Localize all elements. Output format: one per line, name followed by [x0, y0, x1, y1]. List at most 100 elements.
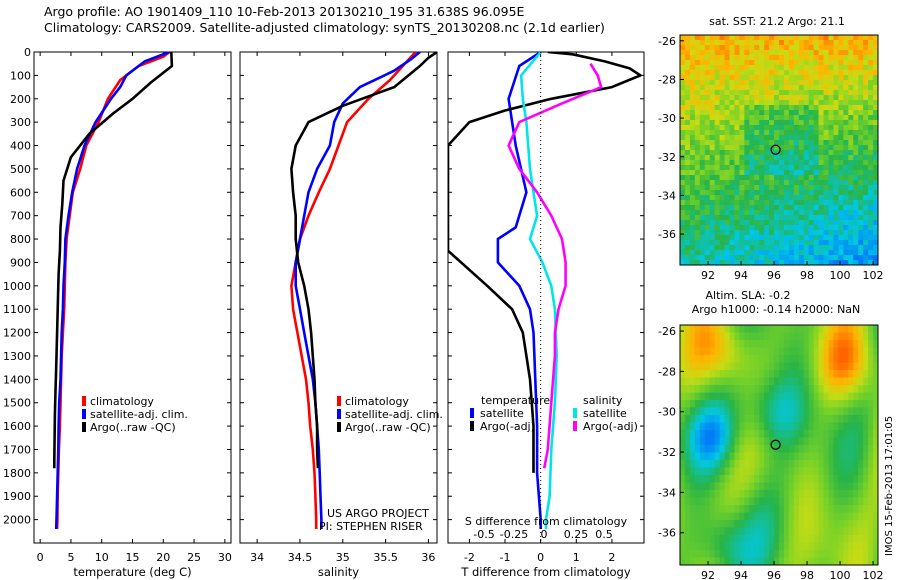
y-tick-label: 1300 [3, 350, 31, 363]
y-tick-label: 1700 [3, 443, 31, 456]
x-tick-label: 34.5 [288, 551, 313, 564]
project-annotation: US ARGO PROJECT [327, 507, 429, 520]
map-x-tick-label: 98 [800, 269, 814, 282]
x2-tick-label: -0.25 [500, 528, 528, 541]
y-tick-label: 100 [10, 69, 31, 82]
y-tick-label: 1800 [3, 467, 31, 480]
map-x-tick-label: 96 [767, 269, 781, 282]
map-x-tick-label: 100 [830, 269, 851, 282]
timestamp-label: IMOS 15-Feb-2013 17:01:05 [884, 415, 895, 556]
sla-map-title: Altim. SLA: -0.2 [705, 289, 790, 302]
y-tick-label: 700 [10, 210, 31, 223]
map-x-tick-label: 102 [863, 569, 884, 580]
plot-frame [239, 51, 438, 544]
legend-title-salinity: salinity [583, 394, 623, 407]
figure-title-line2: Climatology: CARS2009. Satellite-adjuste… [44, 20, 605, 35]
x2-tick-label: -0.5 [473, 528, 494, 541]
y-tick-label: 500 [10, 163, 31, 176]
map-x-tick-label: 100 [830, 569, 851, 580]
argo-position-marker [770, 144, 781, 155]
x-tick-label: 5 [67, 551, 74, 564]
profile-plots: 0100200300400500600700800900100011001200… [3, 15, 884, 580]
series-line-satellite-adj-clim- [54, 52, 170, 530]
legend-swatch [573, 421, 577, 431]
x-axis-label: T difference from climatology [460, 565, 631, 579]
x-axis-label: temperature (deg C) [73, 565, 191, 579]
x-tick-label: 35 [336, 551, 350, 564]
salinity-profile: 34 34.5 35 35.5 36 salinity climatologysatelli… [239, 51, 443, 579]
map-y-tick-label: -36 [658, 228, 676, 241]
y-tick-label: 1000 [3, 280, 31, 293]
series-line-argo-raw-qc- [290, 52, 437, 469]
series-line-salinity-argo-adj- [507, 63, 603, 469]
legend-swatch [82, 422, 86, 432]
y-tick-label: 1500 [3, 397, 31, 410]
x2-tick-label: 0.5 [595, 528, 613, 541]
map-x-tick-label: 92 [701, 569, 715, 580]
x-tick-label: 0 [537, 551, 544, 564]
legend-swatch [573, 408, 577, 418]
y-tick-label: 1400 [3, 373, 31, 386]
x2-tick-label: 0.25 [564, 528, 589, 541]
legend-label: Argo(-adj) [480, 420, 535, 433]
map-y-tick-label: -34 [658, 486, 676, 499]
y-tick-label: 1900 [3, 490, 31, 503]
x-tick-label: 30 [218, 551, 232, 564]
series-line-climatology [55, 52, 171, 530]
legend-swatch [82, 396, 86, 406]
map-x-tick-label: 102 [863, 269, 884, 282]
legend-label: climatology [345, 395, 409, 408]
x-tick-label: 1 [573, 551, 580, 564]
map-x-tick-label: 92 [701, 269, 715, 282]
difference-profile: -2 -1 0 1 2T difference from climatology temp… [447, 51, 645, 579]
sla-map-subtitle: Argo h1000: -0.14 h2000: NaN [692, 303, 861, 316]
legend-swatch [82, 409, 86, 419]
x-axis-label-2: S difference from climatology [465, 515, 628, 528]
y-tick-label: 0 [24, 46, 31, 59]
y-tick-label: 2000 [3, 514, 31, 527]
map-y-tick-label: -34 [658, 189, 676, 202]
map-y-tick-label: -26 [658, 325, 676, 338]
x-tick-label: -1 [500, 551, 511, 564]
map-y-tick-label: -30 [658, 406, 676, 419]
x-tick-label: 36 [421, 551, 435, 564]
legend-label: climatology [90, 395, 154, 408]
x-tick-label: 15 [126, 551, 140, 564]
pi-annotation: PI: STEPHEN RISER [319, 520, 423, 533]
legend-swatch [337, 396, 341, 406]
map-x-tick-label: 96 [767, 569, 781, 580]
map-frame [679, 34, 879, 266]
x-tick-label: 34 [250, 551, 264, 564]
legend-label: Argo(-adj) [583, 420, 638, 433]
map-y-tick-label: -32 [658, 446, 676, 459]
legend-swatch [470, 408, 474, 418]
map-x-tick-label: 94 [734, 569, 748, 580]
x-tick-label: 20 [156, 551, 170, 564]
legend-label: satellite-adj. clim. [345, 408, 443, 421]
y-tick-label: 800 [10, 233, 31, 246]
series-line-climatology [290, 52, 417, 529]
legend-label: satellite-adj. clim. [90, 408, 188, 421]
map-x-tick-label: 94 [734, 269, 748, 282]
plot-frame [447, 51, 645, 544]
map-y-tick-label: -28 [658, 365, 676, 378]
series-line-temperature-satellite [496, 52, 542, 529]
figure-title-line1: Argo profile: AO 1901409_110 10-Feb-2013… [44, 4, 525, 19]
legend-swatch [337, 409, 341, 419]
y-tick-label: 400 [10, 140, 31, 153]
x-tick-label: 0 [37, 551, 44, 564]
sst-map-title: sat. SST: 21.2 Argo: 21.1 [709, 15, 845, 28]
sla-map-axes: 92 94 96 98 100 102 -26 -28 -30 -32 -34 -36 [658, 324, 884, 580]
y-tick-label: 300 [10, 116, 31, 129]
y-tick-label: 1100 [3, 303, 31, 316]
y-tick-label: 600 [10, 186, 31, 199]
map-y-tick-label: -28 [658, 73, 676, 86]
sst-heatmap [680, 35, 878, 265]
legend-swatch [470, 421, 474, 431]
sla-heatmap [680, 325, 878, 565]
temperature-profile: 0100200300400500600700800900100011001200… [3, 46, 232, 579]
y-tick-label: 200 [10, 93, 31, 106]
map-x-tick-label: 98 [800, 569, 814, 580]
series-line-temperature-argo-adj- [448, 52, 642, 473]
